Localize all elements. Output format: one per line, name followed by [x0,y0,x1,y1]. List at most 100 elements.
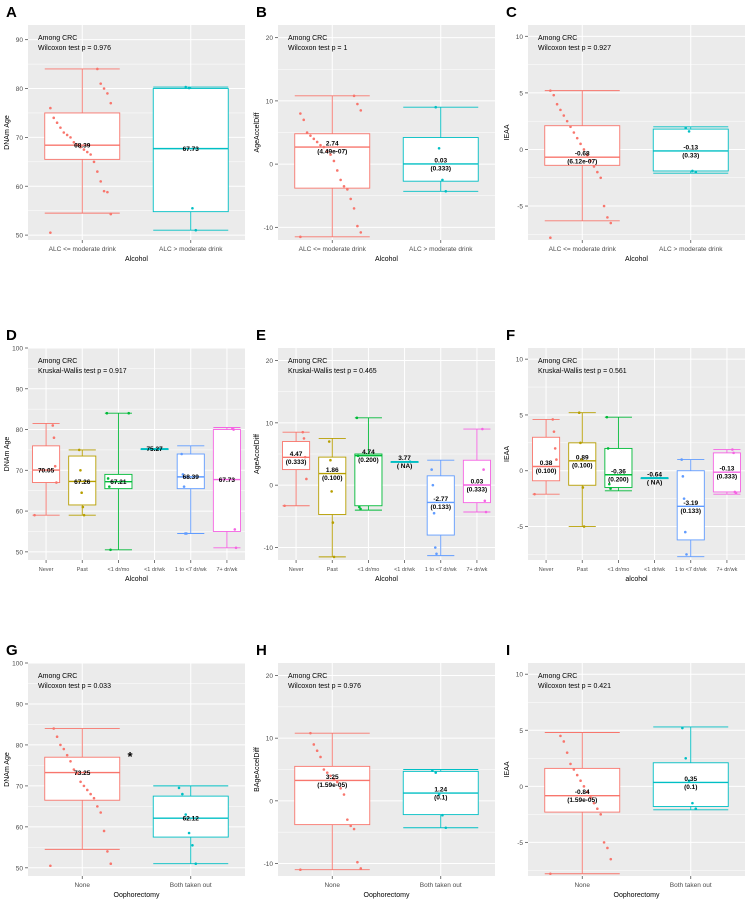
y-tick-label: 10 [266,736,274,743]
data-point [356,860,359,864]
data-point [184,85,188,89]
group-2: -0.36(0.200) <1 dr/mo [604,415,633,573]
data-point [691,169,694,173]
annotation-test: Wilcoxon test p = 1 [288,45,347,52]
data-point [183,532,187,535]
data-point [33,513,36,517]
data-point [99,82,103,85]
annotation-test: Wilcoxon test p = 0.927 [538,45,611,52]
data-point [85,150,89,154]
y-tick-label: 5 [519,412,523,419]
x-tick-label: ALC <= moderate drink [299,246,367,253]
median-label: -3.19 [683,500,698,507]
data-point [89,153,92,156]
data-point [482,468,485,471]
data-point [596,807,599,811]
y-tick-label: 20 [266,673,274,680]
data-point [582,525,586,528]
sd-label: (0.333) [467,486,488,493]
data-point [352,94,356,98]
y-axis-title: DNAm Age [4,115,11,150]
data-point [106,190,109,194]
data-point [356,454,360,458]
data-point [694,170,698,174]
group-1: -0.13(0.33) ALC > moderate drink [652,126,729,253]
annotation-subgroup: Among CRC [38,35,77,42]
median-label: 0.03 [434,157,447,164]
x-tick-label: <1 dr/mo [107,567,129,573]
data-point [301,430,305,434]
data-point [106,92,109,95]
data-point [352,207,356,210]
data-point [182,485,186,488]
data-point [444,190,448,193]
x-tick-label: 7+ dr/wk [216,567,237,573]
data-point [62,131,66,134]
median-label: 0.89 [576,454,589,461]
data-point [551,418,555,421]
data-point [559,108,562,112]
data-point [359,507,362,511]
annotation-subgroup: Among CRC [288,35,327,42]
group-3: -0.64( NA) <1 dr/wk [640,471,669,573]
data-point [572,131,576,134]
data-point [441,813,444,817]
data-point [191,206,194,210]
y-axis-title: BAgeAccelDiff [254,747,261,792]
y-tick-label: -5 [517,204,523,211]
x-axis-title: Alcohol [375,256,398,263]
x-tick-label: 1 to <7 dr/wk [675,567,707,573]
data-point [96,805,99,808]
data-point [89,792,92,796]
x-tick-label: Past [77,567,88,573]
data-point [51,424,55,427]
data-point [483,499,487,503]
data-point [82,784,86,788]
data-point [691,801,694,805]
box [676,470,705,541]
box [294,133,371,189]
data-point [325,150,329,153]
sd-label: (1.59e-05) [317,782,347,789]
data-point [109,862,113,866]
box [32,445,61,483]
data-point [55,735,59,739]
data-point [322,145,326,149]
sd-label: (1.59e-05) [567,797,597,804]
data-point [299,868,302,872]
data-point [55,481,58,484]
data-point [99,811,103,814]
y-tick-label: 80 [16,86,24,93]
sd-label: (0.333) [286,459,307,466]
box [44,756,121,801]
data-point [589,796,592,799]
data-point [194,862,198,866]
group-1: 1.24(0.1) Both taken out [402,769,479,889]
sd-label: (0.200) [608,476,629,483]
data-point [444,826,448,830]
data-point [731,448,734,451]
data-point [332,777,336,781]
median-label: 4.47 [290,451,303,458]
data-point [75,143,79,147]
data-point [53,464,57,468]
data-point [79,145,82,149]
data-point [194,228,198,232]
data-point [356,224,359,228]
panel-letter: B [256,4,267,21]
data-point [592,165,596,168]
box [294,765,371,826]
data-point [332,159,336,163]
data-point [79,469,82,472]
data-point [233,528,237,531]
data-point [180,452,183,456]
y-tick-label: 60 [16,509,24,516]
group-1: 0.03(0.333) ALC > moderate drink [402,105,479,253]
data-point [359,867,363,870]
median-label: 3.25 [326,774,339,781]
data-point [687,130,691,133]
data-point [533,492,536,496]
panel-d: D 50 60 70 80 90 100 Among CRC Kruskal-Wallis te… [4,327,245,583]
sd-label: (0.333) [717,474,738,481]
